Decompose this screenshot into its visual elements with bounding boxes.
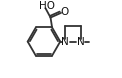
Text: N: N [77,37,85,47]
Text: O: O [60,7,69,17]
Text: N: N [61,37,69,47]
Text: HO: HO [39,1,55,11]
